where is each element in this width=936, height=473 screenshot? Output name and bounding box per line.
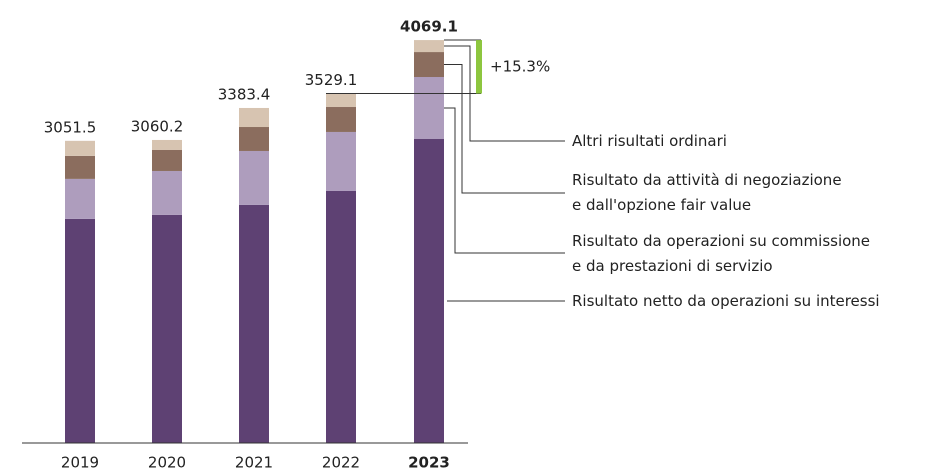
bar-segment	[239, 150, 269, 205]
bar-segment	[414, 77, 444, 139]
leader-line	[444, 107, 565, 254]
x-tick-label: 2019	[61, 454, 99, 472]
bar-segment	[239, 204, 269, 443]
bar-segment	[239, 127, 269, 151]
bar-segment	[414, 138, 444, 443]
bar-segment	[65, 178, 95, 219]
total-label: 3529.1	[305, 71, 358, 89]
bar-segment	[326, 131, 356, 191]
bar-segment	[326, 190, 356, 443]
bar-segment	[65, 218, 95, 443]
bar-segment	[152, 139, 182, 150]
bar-segment	[65, 140, 95, 156]
legend-label: Risultato da operazioni su commissione e…	[572, 232, 871, 275]
annotation: +15.3%	[490, 57, 550, 75]
bar-segment	[326, 93, 356, 108]
bar-segment	[152, 149, 182, 171]
bar-segment	[414, 52, 444, 78]
x-tick-label: 2023	[408, 454, 450, 472]
x-tick-label: 2021	[235, 454, 273, 472]
bar-segment	[414, 40, 444, 53]
bar-segment	[152, 170, 182, 215]
bar-segment	[239, 107, 269, 128]
leader-line	[444, 64, 565, 194]
legend-label: Altri risultati ordinari	[572, 132, 727, 150]
bar-segment	[65, 155, 95, 179]
legend-label: Risultato netto da operazioni su interes…	[572, 292, 880, 310]
total-label: 3060.2	[131, 117, 184, 135]
annotation-bar	[476, 40, 482, 94]
bar-segment	[326, 107, 356, 132]
x-tick-label: 2022	[322, 454, 360, 472]
total-label: 3383.4	[218, 85, 271, 103]
legend-label: Risultato da attività di negoziazione e …	[572, 171, 842, 214]
total-label: 3051.5	[44, 118, 97, 136]
x-tick-label: 2020	[148, 454, 186, 472]
leader-line	[444, 45, 565, 142]
total-label: 4069.1	[400, 18, 458, 36]
bar-segment	[152, 214, 182, 443]
